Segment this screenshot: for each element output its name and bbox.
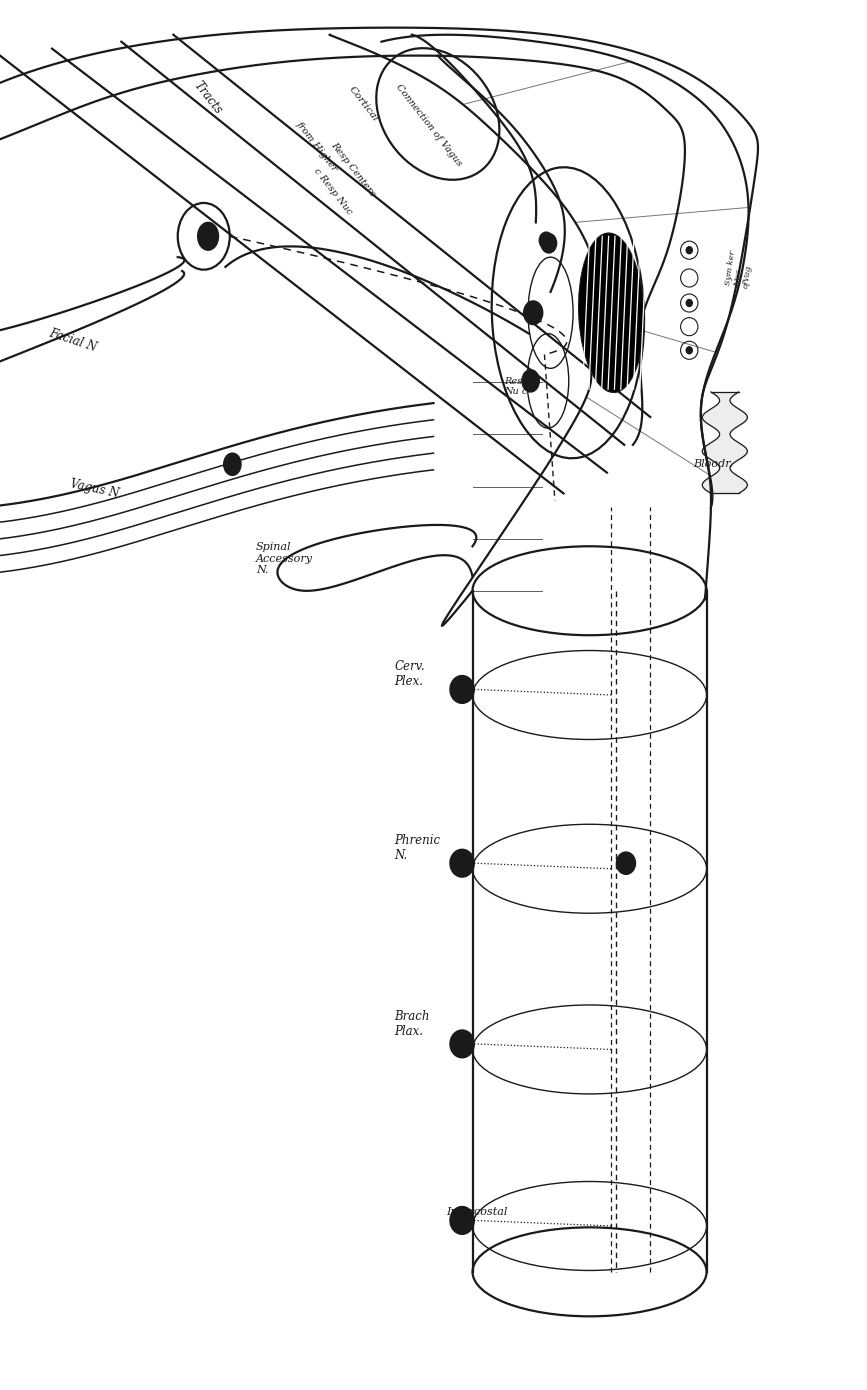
- Ellipse shape: [522, 370, 539, 392]
- Text: Resp
Nu c: Resp Nu c: [505, 377, 529, 396]
- Text: Resp Centers: Resp Centers: [329, 140, 377, 199]
- Text: Intercostal: Intercostal: [447, 1207, 508, 1218]
- Ellipse shape: [687, 348, 692, 354]
- Ellipse shape: [524, 302, 543, 325]
- Text: Phrenic
N.: Phrenic N.: [394, 834, 440, 862]
- Ellipse shape: [450, 849, 474, 877]
- Ellipse shape: [224, 453, 241, 475]
- Text: Cerv.
Plex.: Cerv. Plex.: [394, 660, 425, 688]
- Text: Facial N: Facial N: [48, 327, 99, 354]
- Ellipse shape: [578, 234, 644, 392]
- Ellipse shape: [198, 222, 218, 250]
- Ellipse shape: [541, 234, 557, 253]
- Text: Bloodr.: Bloodr.: [694, 459, 733, 470]
- Text: Sym ker
Nuc
ofVag: Sym ker Nuc ofVag: [724, 250, 755, 289]
- Text: Spinal
Accessory
N.: Spinal Accessory N.: [256, 542, 313, 575]
- Ellipse shape: [450, 1207, 474, 1234]
- Text: Vagus N: Vagus N: [69, 478, 121, 500]
- Text: Cortical: Cortical: [347, 85, 380, 124]
- Text: Tracts: Tracts: [191, 78, 225, 117]
- Ellipse shape: [450, 1030, 474, 1058]
- Ellipse shape: [616, 852, 636, 874]
- Ellipse shape: [450, 676, 474, 703]
- Text: from Higher: from Higher: [295, 120, 339, 172]
- Ellipse shape: [539, 232, 553, 249]
- Text: Connection of Vagus: Connection of Vagus: [394, 82, 464, 168]
- Text: Brach
Plax.: Brach Plax.: [394, 1011, 430, 1038]
- Ellipse shape: [687, 300, 692, 307]
- Ellipse shape: [687, 247, 692, 254]
- Text: c Resp Nuc: c Resp Nuc: [312, 167, 354, 217]
